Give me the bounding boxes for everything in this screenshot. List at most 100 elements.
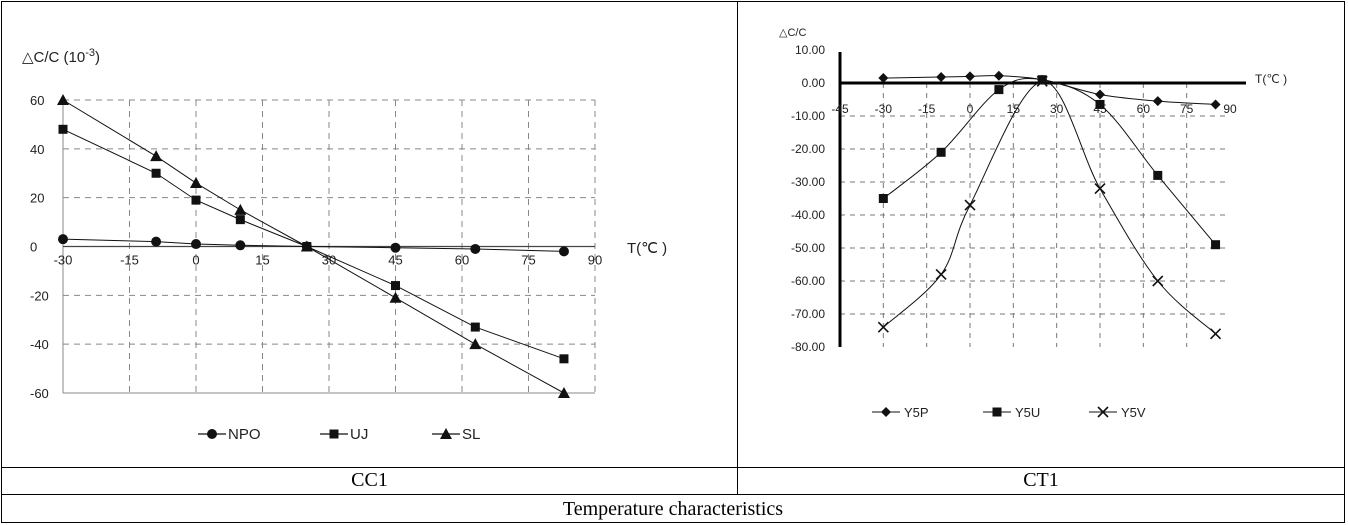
x-tick-label: -30 (875, 102, 893, 116)
legend-marker-uj (329, 429, 339, 439)
x-tick-label: 75 (1180, 102, 1194, 116)
data-point-sl (190, 177, 202, 189)
y-tick-label: 0 (30, 240, 37, 255)
data-point-y5p (1152, 96, 1163, 107)
x-tick-label: -30 (54, 253, 73, 268)
data-point-y5p (1095, 89, 1105, 100)
column-divider (737, 2, 738, 494)
data-point-uj (151, 168, 161, 178)
y-axis-label: △C/C (10-3) (22, 47, 100, 66)
y-tick-label: -60 (30, 386, 49, 401)
data-point-y5v (877, 321, 889, 333)
legend-label-sl: SL (462, 426, 480, 443)
x-tick-label: 90 (588, 253, 602, 268)
legend-label-npo: NPO (228, 426, 261, 443)
data-point-y5u (878, 194, 888, 203)
x-tick-label: 45 (388, 253, 402, 268)
y-tick-label: -60.00 (791, 274, 825, 288)
data-point-uj (235, 215, 245, 225)
data-point-npo (558, 246, 569, 257)
data-point-y5v (1209, 328, 1222, 340)
caption-ct1: CT1 (1023, 469, 1059, 491)
x-axis-label: T(℃ ) (1255, 72, 1287, 86)
legend-label-y5v: Y5V (1121, 405, 1146, 420)
legend-marker-y5u (992, 407, 1002, 417)
data-point-y5v (935, 268, 947, 280)
y-tick-label: -40 (30, 337, 49, 352)
y-tick-label: 40 (30, 142, 44, 157)
data-point-uj (191, 195, 201, 205)
chart-ct1: △C/C 10.00 0.00 -10.00 -20.00 -30.00 -40.00 -50… (779, 27, 1287, 420)
data-point-sl (300, 240, 313, 252)
data-point-uj (559, 354, 569, 364)
data-point-y5u (994, 85, 1004, 95)
data-point-y5u (1095, 99, 1105, 109)
data-point-y5v (1152, 275, 1164, 287)
legend-marker-sl (440, 428, 452, 439)
data-point-y5u (936, 147, 946, 157)
data-point-uj (470, 322, 480, 332)
legend-marker-y5p (881, 407, 891, 417)
legend-marker-npo (207, 429, 217, 439)
series-line-sl (62, 99, 565, 394)
data-point-sl (150, 150, 163, 162)
data-point-npo (151, 236, 162, 247)
series-line-npo (62, 238, 564, 252)
y-tick-label: -80.00 (791, 340, 825, 354)
data-point-y5p (936, 72, 947, 83)
data-point-sl (57, 94, 69, 105)
y-tick-label: -20 (30, 288, 49, 303)
data-point-sl (557, 387, 570, 398)
y-tick-label: -30.00 (791, 175, 825, 189)
x-tick-label: 75 (521, 253, 535, 268)
x-tick-label: 30 (322, 253, 336, 268)
y-tick-label: -50.00 (791, 241, 825, 255)
legend-label-uj: UJ (350, 426, 368, 443)
data-point-npo (235, 240, 246, 251)
data-point-npo (58, 234, 68, 245)
data-point-sl (389, 291, 402, 303)
y-tick-label: -10.00 (791, 109, 825, 123)
data-point-uj (391, 281, 400, 291)
legend-label-y5u: Y5U (1015, 405, 1040, 420)
data-point-y5p (965, 71, 975, 82)
data-point-uj (58, 124, 68, 134)
series-line-y5p (883, 75, 1216, 105)
data-point-y5v (1036, 75, 1048, 87)
data-point-y5v (1094, 183, 1106, 195)
y-tick-label: 60 (30, 93, 44, 108)
x-tick-label: 60 (455, 253, 469, 268)
data-point-y5p (1210, 99, 1221, 110)
data-point-y5p (878, 73, 889, 84)
x-tick-label: -15 (120, 253, 139, 268)
legend-label-y5p: Y5P (904, 405, 929, 420)
series-line-y5v (882, 80, 1216, 335)
data-point-y5u (1211, 240, 1221, 250)
y-tick-label: 20 (30, 191, 44, 206)
y-tick-label: 10.00 (795, 43, 825, 57)
caption-cc1: CC1 (351, 469, 388, 491)
x-tick-label: -15 (918, 102, 936, 116)
y-tick-label: 0.00 (802, 76, 826, 90)
x-tick-label: -45 (831, 102, 849, 116)
y-tick-label: -40.00 (791, 208, 825, 222)
data-point-y5u (1037, 75, 1047, 85)
data-point-y5u (1153, 170, 1163, 180)
y-tick-label: -20.00 (791, 142, 825, 156)
x-tick-label: 15 (1007, 102, 1021, 116)
x-tick-label: 30 (1050, 102, 1064, 116)
data-point-y5v (964, 199, 976, 211)
series-line-uj (62, 128, 565, 360)
caption-temperature-characteristics: Temperature characteristics (562, 498, 784, 520)
x-tick-label: 0 (967, 102, 974, 116)
data-point-sl (469, 338, 482, 350)
y-axis-label: △C/C (779, 27, 806, 39)
legend-marker-y5v (1097, 406, 1109, 418)
data-point-npo (470, 243, 481, 254)
x-axis-label: T(℃ ) (627, 240, 667, 257)
data-point-sl (234, 203, 247, 215)
row-divider-bottom (2, 494, 1344, 495)
data-point-npo (390, 242, 401, 253)
x-tick-label: 60 (1137, 102, 1151, 116)
